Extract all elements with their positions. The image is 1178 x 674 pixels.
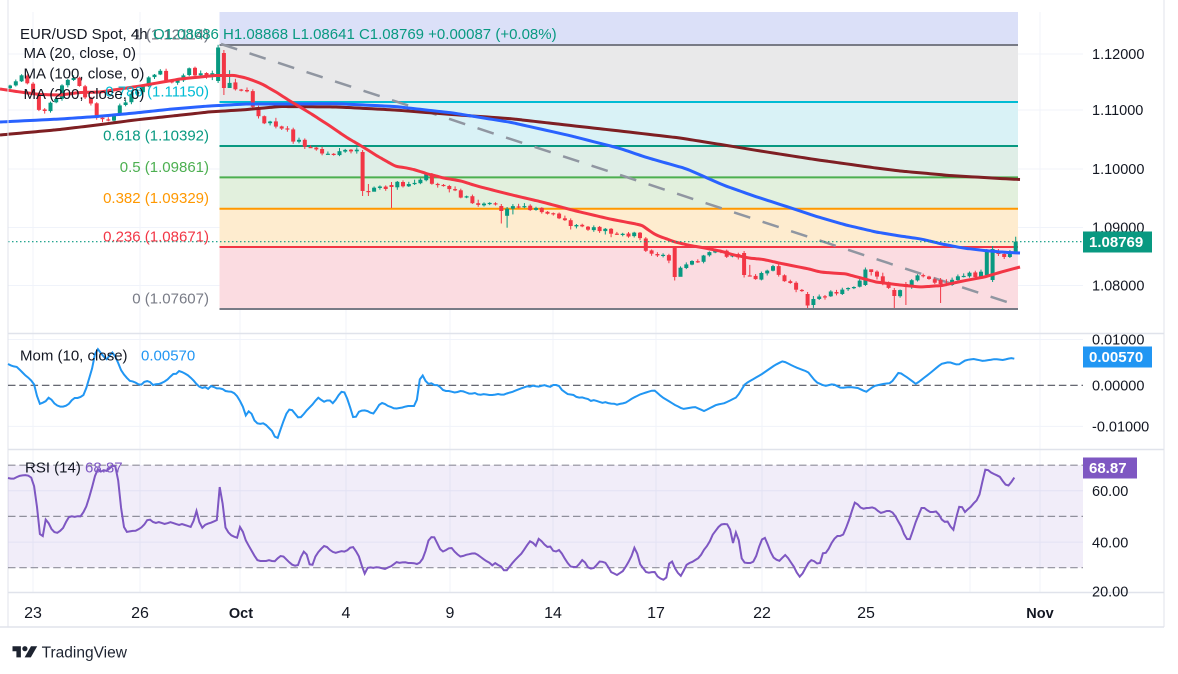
svg-text:0.00570: 0.00570 <box>1089 349 1143 366</box>
svg-text:O1.08686: O1.08686 <box>153 26 219 43</box>
svg-text:60.00: 60.00 <box>1092 484 1128 500</box>
svg-text:MA (20, close, 0): MA (20, close, 0) <box>24 45 137 62</box>
svg-text:20.00: 20.00 <box>1092 585 1128 601</box>
svg-text:40.00: 40.00 <box>1092 535 1128 551</box>
svg-text:0.618 (1.10392): 0.618 (1.10392) <box>103 128 209 145</box>
svg-text:Oct: Oct <box>229 606 253 622</box>
svg-text:0.786 (1.11150): 0.786 (1.11150) <box>105 84 209 101</box>
svg-text:MA (100, close, 0): MA (100, close, 0) <box>24 66 145 83</box>
svg-text:0 (1.07607): 0 (1.07607) <box>132 291 209 308</box>
svg-text:RSI (14) 68.87: RSI (14) 68.87 <box>25 460 123 477</box>
svg-text:0.5 (1.09861): 0.5 (1.09861) <box>120 159 209 176</box>
svg-text:25: 25 <box>857 605 875 622</box>
svg-text:0.01000: 0.01000 <box>1092 333 1144 349</box>
svg-text:23: 23 <box>24 605 42 622</box>
svg-text:-0.01000: -0.01000 <box>1092 420 1149 436</box>
svg-text:4: 4 <box>342 605 351 622</box>
svg-text:1.12000: 1.12000 <box>1092 47 1144 63</box>
svg-text:0.236 (1.08671): 0.236 (1.08671) <box>103 229 209 246</box>
svg-text:1.08000: 1.08000 <box>1092 279 1144 295</box>
svg-text:22: 22 <box>753 605 771 622</box>
svg-text:H1.08868 L1.08641 C1.08769: H1.08868 L1.08641 C1.08769 +0.00087 (+0.… <box>223 26 557 43</box>
svg-text:MA (200, close, 0): MA (200, close, 0) <box>24 86 145 103</box>
svg-text:0.00000: 0.00000 <box>1092 379 1144 395</box>
svg-text:1 (1.12114): 1 (1.12114) <box>133 27 209 44</box>
svg-text:9: 9 <box>446 605 455 622</box>
svg-text:Nov: Nov <box>1026 606 1053 622</box>
svg-text:1.08769: 1.08769 <box>1089 234 1143 251</box>
svg-text:17: 17 <box>647 605 665 622</box>
svg-text:14: 14 <box>544 605 562 622</box>
svg-text:26: 26 <box>131 605 149 622</box>
svg-text:68.87: 68.87 <box>1089 460 1127 477</box>
svg-text:1.10000: 1.10000 <box>1092 162 1144 178</box>
svg-text:0.382 (1.09329): 0.382 (1.09329) <box>103 190 209 207</box>
svg-text:0.00570: 0.00570 <box>141 348 195 365</box>
svg-text:EUR/USD Spot, 4h: EUR/USD Spot, 4h <box>20 26 148 43</box>
svg-text:Mom (10, close): Mom (10, close) <box>20 348 128 365</box>
svg-text:TradingView: TradingView <box>42 644 128 661</box>
svg-text:1 (1.12114): 1 (1.12114) <box>133 27 209 44</box>
svg-text:1.11000: 1.11000 <box>1092 103 1143 119</box>
